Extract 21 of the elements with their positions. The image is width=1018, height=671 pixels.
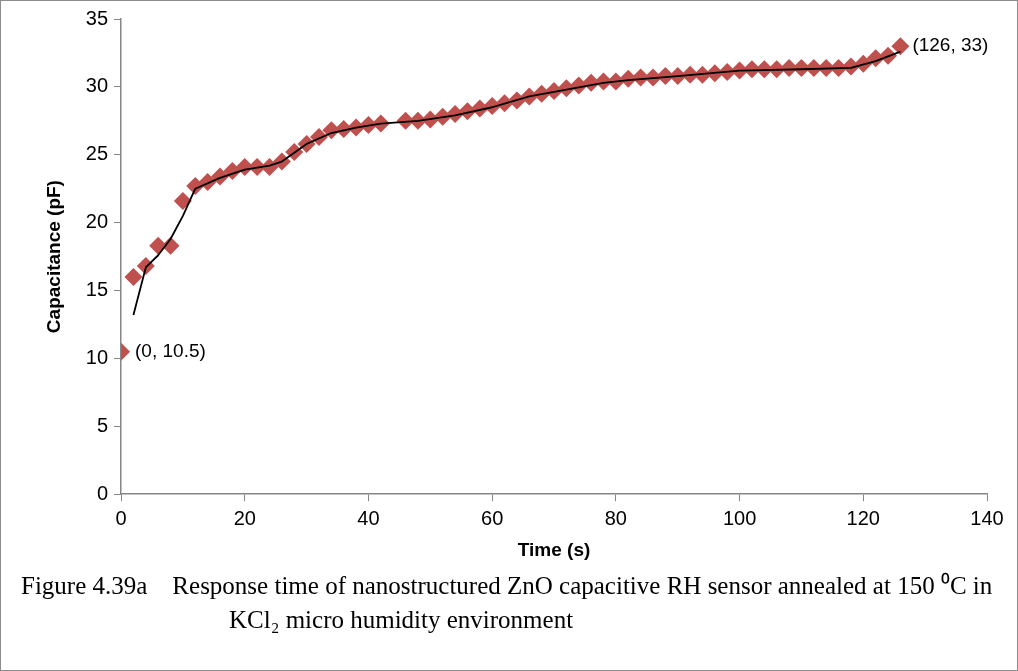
y-axis-title: Capacitance (pF) (42, 180, 64, 334)
x-axis-title: Time (s) (517, 538, 591, 560)
text: Figure 4.39a Response time of nanostructured ZnO capacitive RH sensor annealed at 150 ⁰C in KCl₂ micro humidity environment (21, 571, 994, 635)
x-tick-label: 60 (481, 506, 504, 529)
y-tick-label: 10 (85, 345, 109, 368)
y-tick-label: 25 (85, 142, 109, 165)
x-tick-label: 20 (233, 506, 256, 529)
annotation: (126, 33) (912, 34, 989, 56)
x-tick-label: 140 (970, 506, 1004, 529)
x-tick-label: 100 (722, 506, 757, 529)
y-tick-label: 15 (85, 278, 109, 301)
x-tick-label: 120 (846, 506, 880, 529)
y-tick-label: 35 (85, 6, 109, 29)
y-tick-label: 0 (96, 481, 109, 504)
x-tick-label: 0 (115, 506, 127, 529)
x-tick-label: 40 (357, 506, 380, 529)
y-tick-label: 20 (85, 210, 109, 233)
y-tick-label: 5 (96, 413, 109, 436)
annotation: (0, 10.5) (135, 339, 206, 361)
x-tick-label: 80 (604, 506, 627, 529)
y-tick-label: 30 (85, 74, 109, 97)
